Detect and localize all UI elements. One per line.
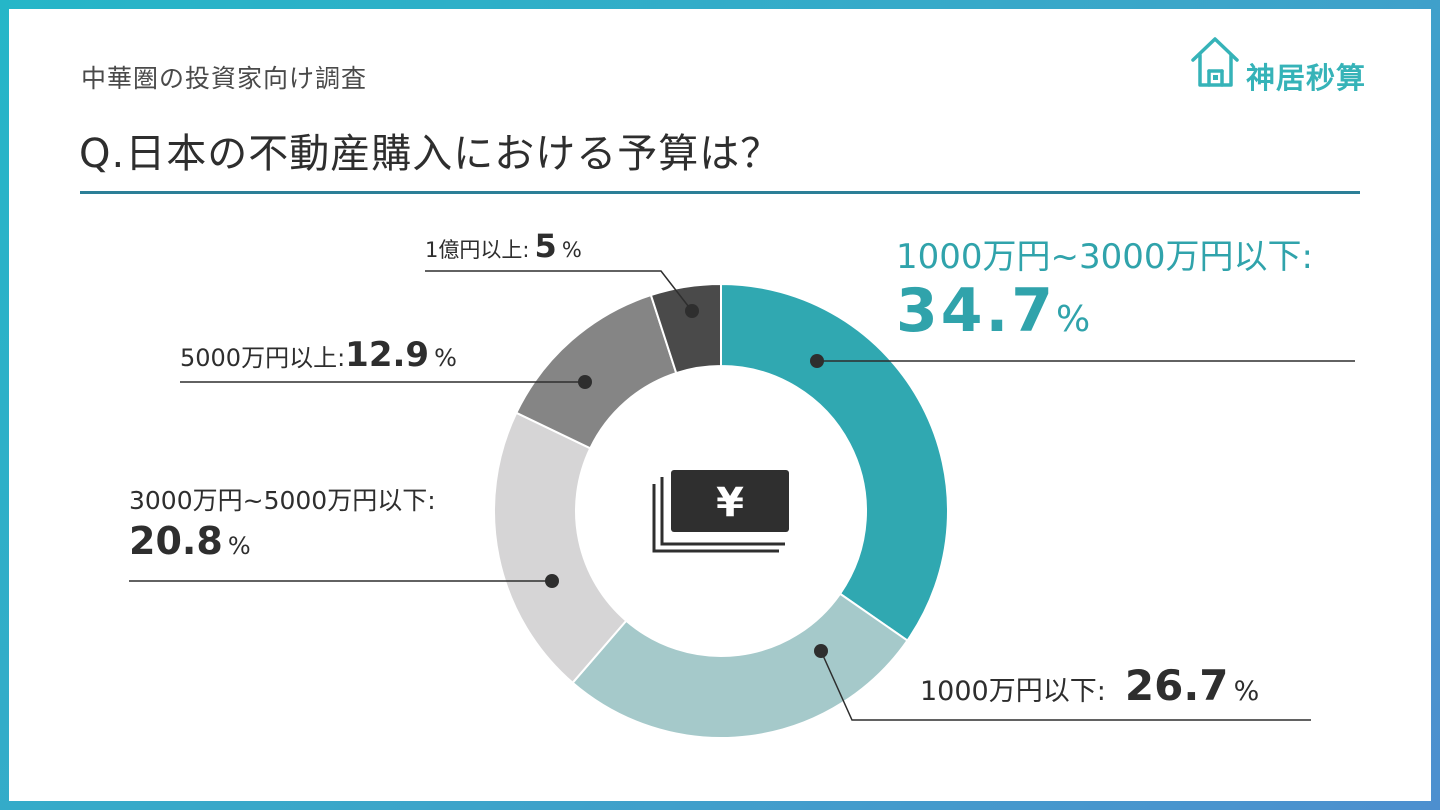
leader-dot (685, 304, 699, 318)
slice-3000-5000 (493, 411, 628, 685)
leader-dot (545, 574, 559, 588)
slice-over-5000 (514, 293, 678, 450)
house-logo-icon (1191, 37, 1239, 87)
label-under-1000-value: 26.7 (1124, 661, 1229, 710)
leader-dot (810, 354, 824, 368)
label-3000-5000-unit: % (227, 532, 251, 560)
label-1000-3000: 1000万円~3000万円以下: 34.7% (896, 229, 1313, 346)
label-1000-3000-category: 1000万円~3000万円以下: (896, 237, 1313, 277)
leader-dot (814, 644, 828, 658)
label-over-5000: 5000万円以上:12.9 % (180, 335, 457, 375)
slice-under-1000 (571, 592, 909, 739)
question-title: Q.日本の不動産購入における予算は？ (79, 131, 782, 177)
svg-text:¥: ¥ (716, 480, 744, 526)
label-3000-5000-value: 20.8 (129, 519, 223, 563)
leader-dot (578, 375, 592, 389)
label-under-1000-category: 1000万円以下: (920, 676, 1106, 707)
label-3000-5000-category: 3000万円~5000万円以下: (129, 486, 436, 515)
leader-line (425, 270, 693, 312)
label-over-5000-unit: % (434, 344, 457, 372)
survey-subtitle: 中華圏の投資家向け調査 (81, 64, 368, 93)
budget-donut-chart: ¥ (129, 270, 1355, 739)
label-3000-5000: 3000万円~5000万円以下: 20.8 % (129, 481, 436, 563)
slice-1000-3000 (720, 282, 949, 642)
label-under-1000: 1000万円以下: 26.7 % (920, 661, 1259, 710)
label-over-1oku: 1億円以上: 5 % (425, 227, 582, 265)
leader-line (820, 650, 1311, 721)
label-over-1oku-value: 5 (534, 227, 557, 265)
label-1000-3000-unit: % (1056, 299, 1091, 340)
label-over-1oku-category: 1億円以上: (425, 238, 530, 262)
infographic-card: 中華圏の投資家向け調査 Q.日本の不動産購入における予算は？ 神居秒算 ¥ 10… (9, 9, 1431, 801)
label-under-1000-unit: % (1233, 676, 1260, 707)
label-1000-3000-value: 34.7 (896, 276, 1057, 346)
label-over-1oku-unit: % (561, 238, 582, 262)
label-over-5000-category: 5000万円以上: (180, 344, 346, 372)
slice-over-1oku (649, 282, 722, 375)
label-over-5000-value: 12.9 (345, 335, 430, 375)
yen-banknote-icon: ¥ (652, 470, 789, 553)
title-divider (80, 191, 1360, 194)
brand-name: 神居秒算 (1246, 61, 1367, 95)
